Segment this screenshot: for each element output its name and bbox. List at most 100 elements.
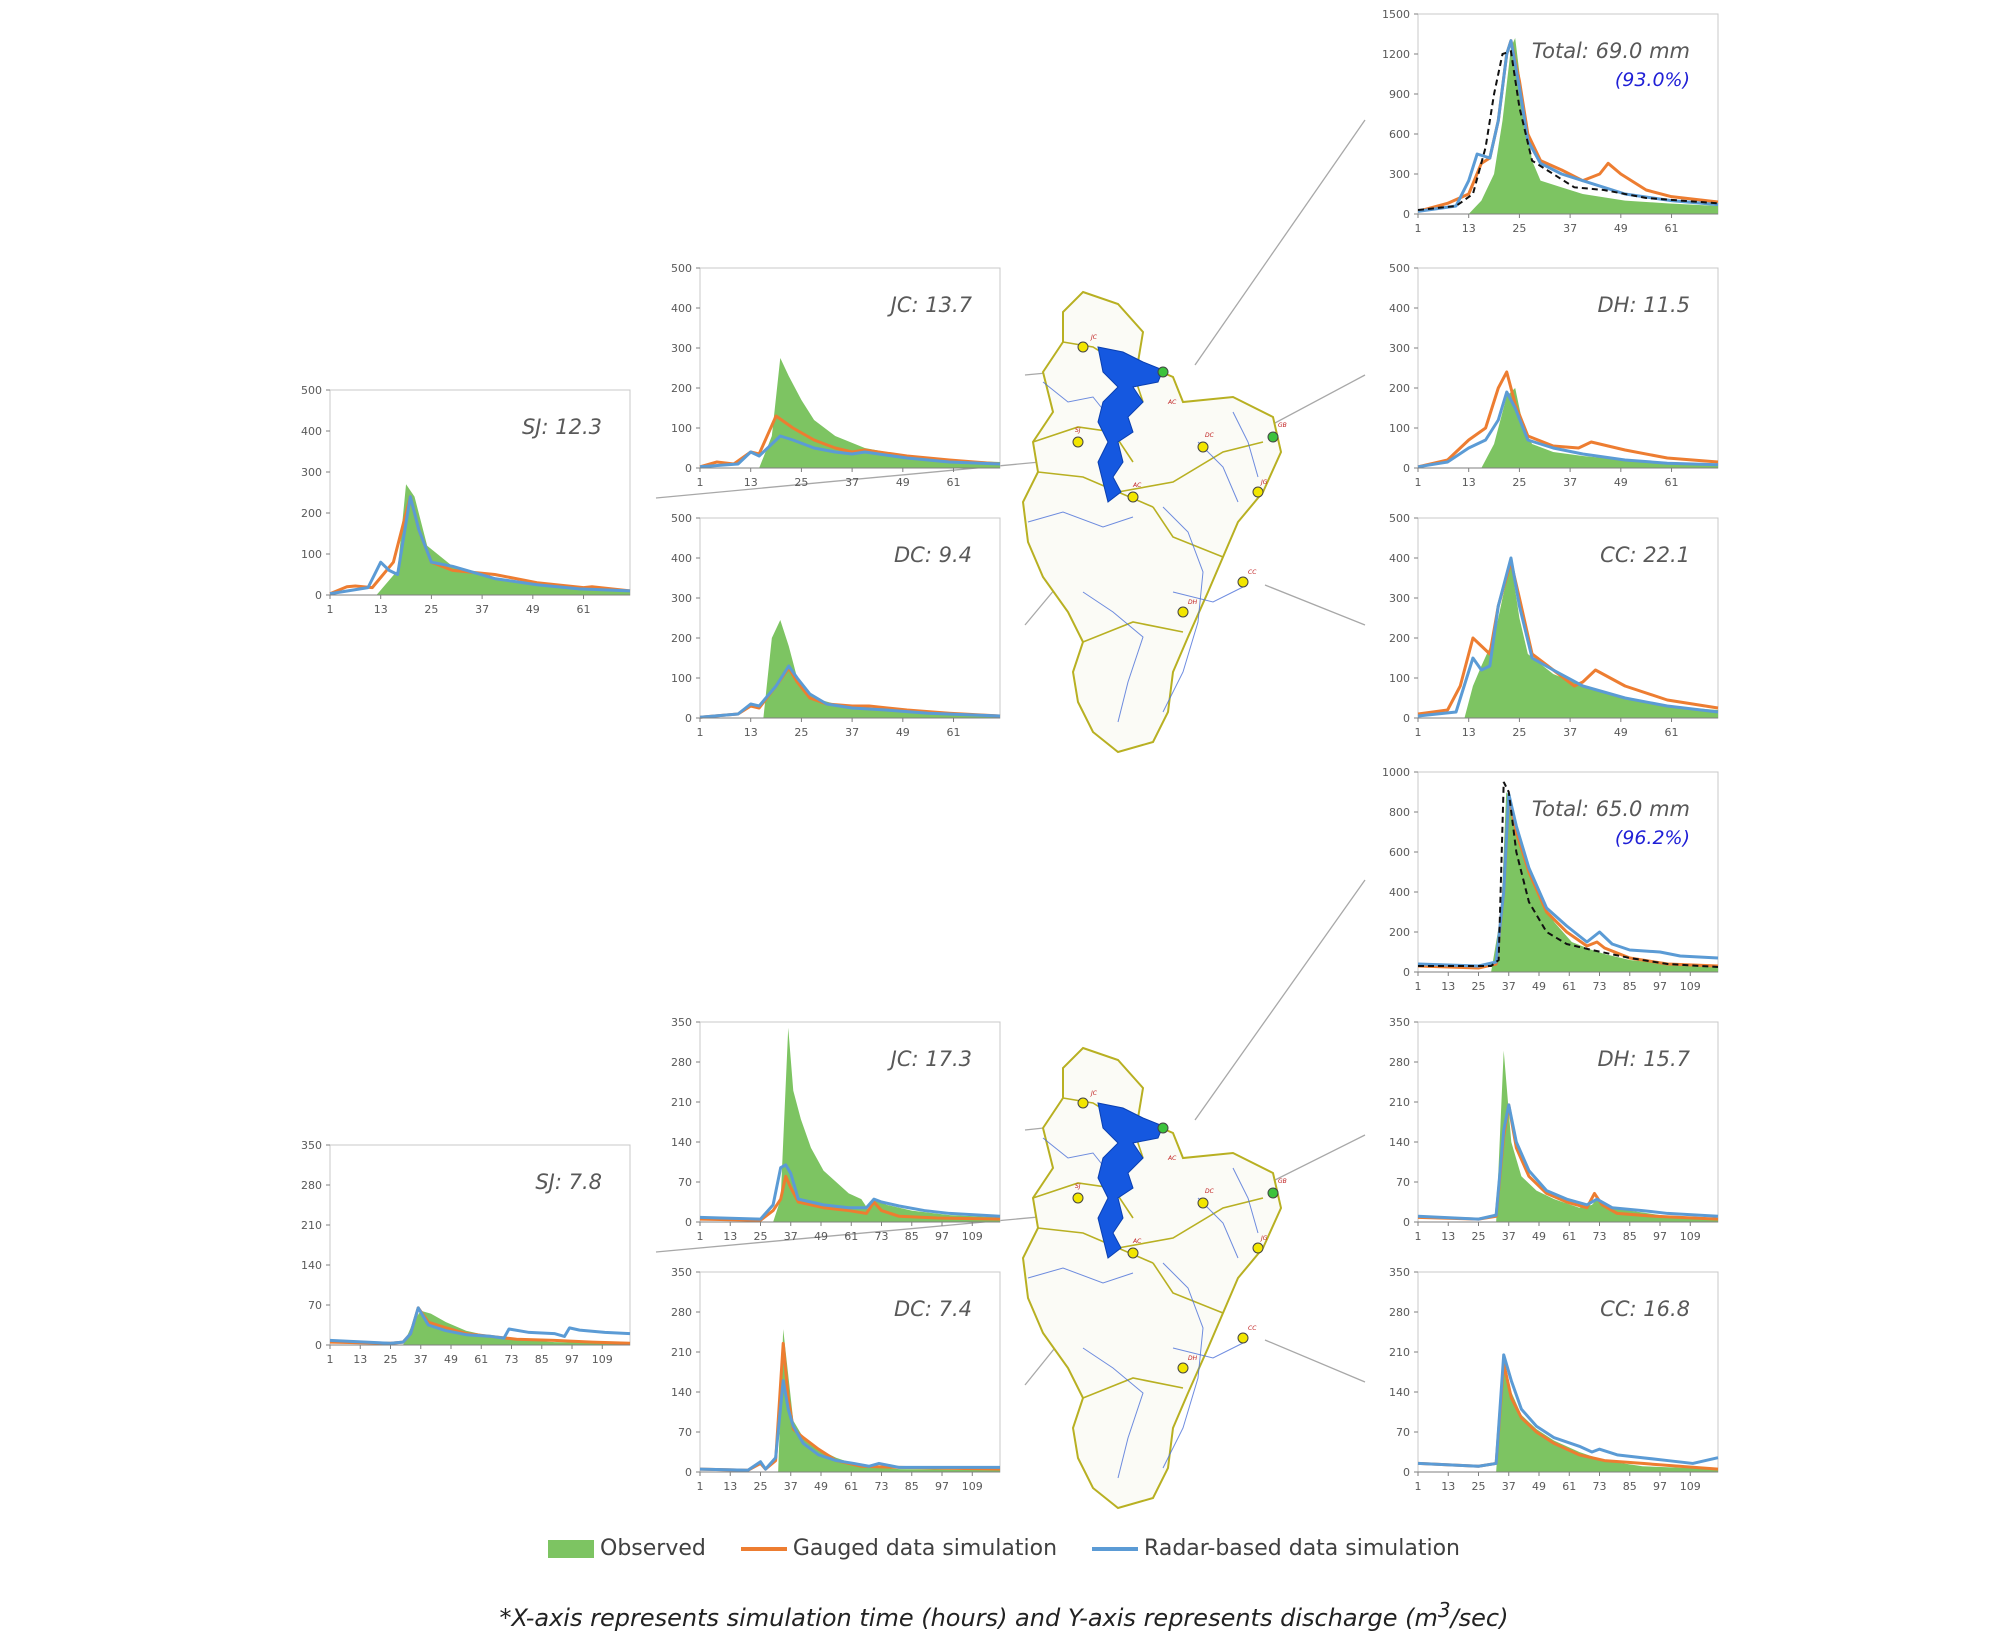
y-tick-label: 0 [1403, 1466, 1410, 1479]
leader-line [1264, 1339, 1366, 1383]
legend-observed-label: Observed [600, 1535, 706, 1561]
observed-area [1418, 562, 1718, 718]
station-label: JC [1090, 334, 1098, 341]
station-label: JG [1260, 479, 1268, 486]
y-tick-label: 350 [301, 1139, 322, 1152]
plot-frame [699, 517, 1001, 719]
y-tick-label: 100 [671, 422, 692, 435]
y-tick-label: 400 [671, 552, 692, 565]
gauge-marker [1077, 341, 1089, 353]
y-tick-label: 1000 [1382, 766, 1410, 779]
x-tick-label: 1 [697, 1480, 704, 1493]
y-tick-label: 280 [301, 1179, 322, 1192]
y-tick-label: 400 [1389, 552, 1410, 565]
river-line [1232, 1167, 1259, 1234]
x-tick-label: 61 [1665, 726, 1679, 739]
gauge-marker [1177, 1362, 1189, 1374]
subbasin-boundary [1032, 1182, 1134, 1219]
x-tick-label: 25 [1472, 1480, 1486, 1493]
legend-gauged: Gauged data simulation [740, 1536, 1057, 1561]
y-tick-label: 210 [671, 1096, 692, 1109]
x-tick-label: 1 [697, 726, 704, 739]
x-tick-label: 49 [814, 1480, 828, 1493]
x-tick-label: 109 [1680, 980, 1701, 993]
y-tick-label: 140 [1389, 1136, 1410, 1149]
river-line [1172, 1342, 1244, 1359]
x-tick-label: 49 [1532, 980, 1546, 993]
x-tick-label: 85 [905, 1230, 919, 1243]
subbasin-boundary [1082, 1377, 1184, 1399]
gauge-marker [1237, 576, 1249, 588]
hydrograph-11: 0 70 140 210 280 350 1 13 25 37 49 61 73 85 97 109 CC: 1… [1389, 1266, 1719, 1493]
y-tick-label: 0 [1403, 1216, 1410, 1229]
x-tick-label: 37 [784, 1480, 798, 1493]
legend-observed: Observed [548, 1536, 706, 1561]
basin-outline [1021, 290, 1283, 754]
x-tick-label: 25 [794, 476, 808, 489]
x-tick-label: 13 [1441, 1230, 1455, 1243]
y-tick-label: 200 [1389, 926, 1410, 939]
hydrograph-5: 0 100 200 300 400 500 1 13 25 37 49 61 CC: 22.1 [1389, 512, 1719, 739]
river-line [1082, 1347, 1144, 1479]
station-label: AC [1167, 1155, 1177, 1162]
x-tick-label: 97 [935, 1230, 949, 1243]
x-tick-label: 37 [475, 603, 489, 616]
panel-label: SJ: 7.8 [535, 1170, 602, 1194]
y-tick-label: 0 [685, 462, 692, 475]
x-tick-label: 13 [744, 726, 758, 739]
x-tick-label: 13 [374, 603, 388, 616]
river-line [1082, 591, 1144, 723]
x-tick-label: 61 [1665, 476, 1679, 489]
y-tick-label: 200 [671, 632, 692, 645]
y-tick-label: 1200 [1382, 48, 1410, 61]
y-tick-label: 350 [671, 1016, 692, 1029]
leader-line [1194, 119, 1366, 366]
x-tick-label: 37 [784, 1230, 798, 1243]
y-tick-label: 210 [301, 1219, 322, 1232]
x-tick-label: 1 [1415, 476, 1422, 489]
y-tick-label: 300 [301, 466, 322, 479]
y-tick-label: 70 [678, 1176, 692, 1189]
leader-line [1194, 879, 1366, 1121]
x-tick-label: 49 [1614, 726, 1628, 739]
station-label: CC [1248, 1325, 1257, 1332]
y-tick-label: 350 [671, 1266, 692, 1279]
x-tick-label: 85 [1623, 980, 1637, 993]
gauge-marker [1072, 1192, 1084, 1204]
x-tick-label: 25 [1472, 980, 1486, 993]
gauge-marker [1267, 431, 1279, 443]
radar-series-line [1417, 1103, 1719, 1221]
x-tick-label: 49 [526, 603, 540, 616]
y-tick-label: 210 [1389, 1346, 1410, 1359]
radar-series-line [329, 1306, 631, 1345]
radar-series-line [1417, 1353, 1719, 1468]
x-tick-label: 109 [962, 1480, 983, 1493]
y-tick-label: 300 [671, 592, 692, 605]
radar-series-line [329, 495, 631, 596]
gauge-marker [1072, 436, 1084, 448]
x-tick-label: 13 [353, 1353, 367, 1366]
y-tick-label: 400 [1389, 886, 1410, 899]
station-label: CC [1248, 569, 1257, 576]
x-tick-label: 97 [935, 1480, 949, 1493]
x-tick-label: 49 [814, 1230, 828, 1243]
x-tick-label: 73 [1593, 1230, 1607, 1243]
y-tick-label: 0 [1403, 712, 1410, 725]
y-tick-label: 70 [678, 1426, 692, 1439]
x-tick-label: 25 [1512, 476, 1526, 489]
station-label: AC [1167, 399, 1177, 406]
gauge-marker [1197, 441, 1209, 453]
subbasin-boundary [1082, 621, 1184, 643]
watershed-maps: JC AC SJ DC AC GB JG CC DH JC AC SJ DC AC GB JG CC DH [1021, 290, 1287, 1510]
observed-area [330, 1310, 630, 1345]
hydrograph-4: 0 100 200 300 400 500 1 13 25 37 49 61 DH: 11.5 [1389, 262, 1719, 489]
hydrograph-0: 0 100 200 300 400 500 1 13 25 37 49 61 SJ: 12.3 [301, 384, 631, 616]
x-tick-label: 85 [1623, 1480, 1637, 1493]
x-tick-label: 25 [754, 1230, 768, 1243]
gauged-swatch [740, 1546, 787, 1551]
panel-label: DH: 11.5 [1598, 293, 1690, 317]
x-tick-label: 73 [875, 1230, 889, 1243]
y-tick-label: 0 [1403, 966, 1410, 979]
station-label: DC [1205, 432, 1215, 439]
panel-label: Total: 69.0 mm [1532, 39, 1690, 63]
